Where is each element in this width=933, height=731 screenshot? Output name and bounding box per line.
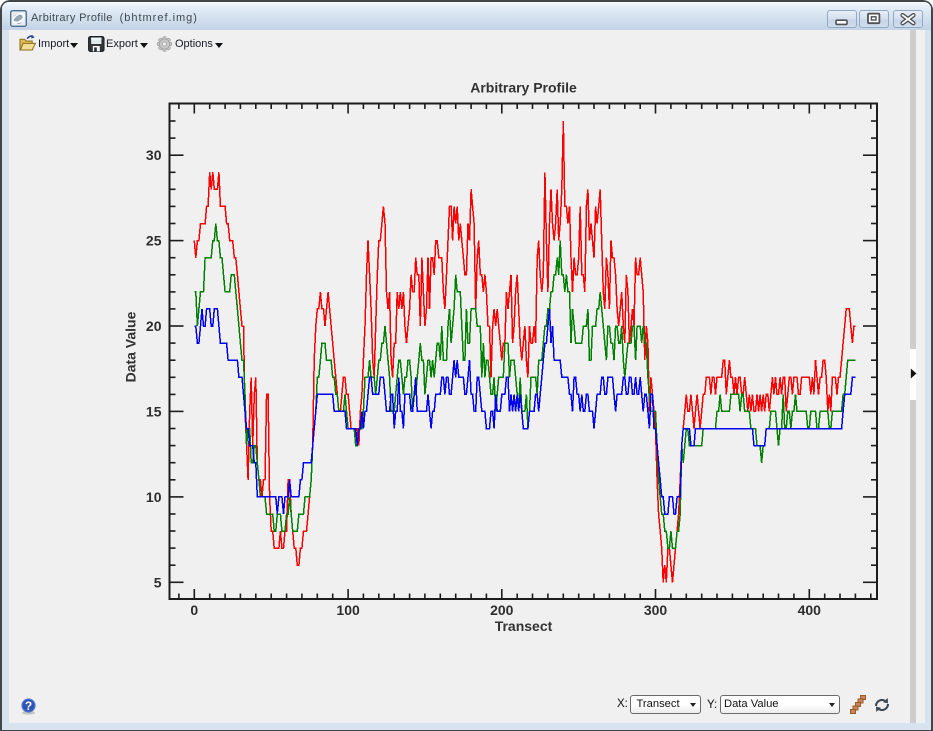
svg-text:10: 10	[146, 489, 162, 505]
svg-text:0: 0	[190, 602, 198, 618]
svg-text:20: 20	[146, 318, 162, 334]
svg-text:Data Value: Data Value	[123, 311, 139, 382]
svg-text:15: 15	[146, 403, 162, 419]
svg-text:25: 25	[146, 233, 162, 249]
svg-text:Transect: Transect	[495, 618, 553, 634]
svg-text:30: 30	[146, 147, 162, 163]
svg-text:5: 5	[154, 574, 162, 590]
svg-text:Arbitrary Profile: Arbitrary Profile	[470, 80, 577, 96]
svg-text:?: ?	[25, 699, 32, 713]
svg-text:100: 100	[336, 602, 360, 618]
svg-text:300: 300	[644, 602, 668, 618]
svg-text:400: 400	[798, 602, 822, 618]
svg-text:200: 200	[490, 602, 514, 618]
